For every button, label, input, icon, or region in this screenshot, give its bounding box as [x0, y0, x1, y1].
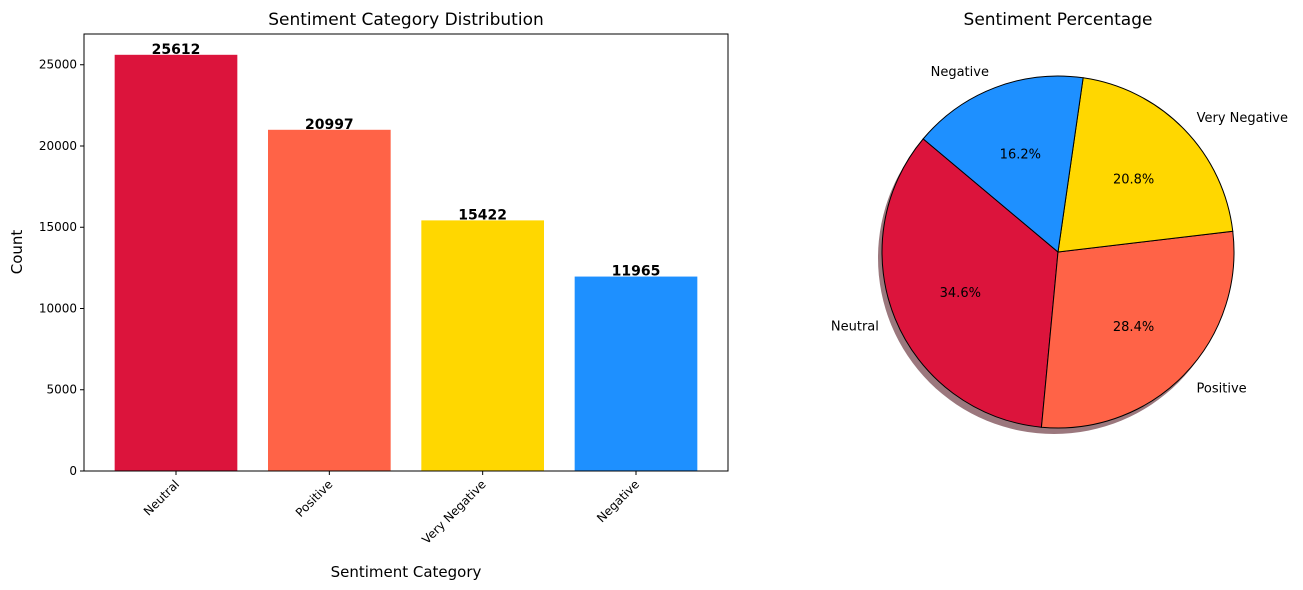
y-tick-label: 0 — [69, 464, 77, 478]
bar-neutral — [114, 54, 238, 472]
pie-label-negative: Negative — [931, 65, 989, 80]
bar-data-label: 15422 — [458, 207, 507, 223]
pie-chart: Sentiment Percentage Neutral 34.6% Positiv… — [831, 10, 1288, 434]
y-tick-label: 10000 — [39, 301, 77, 315]
pie-slices — [881, 75, 1235, 429]
x-axis-label: Sentiment Category — [331, 563, 482, 581]
pie-percent-neutral: 34.6% — [940, 286, 981, 301]
bar-data-label: 11965 — [612, 264, 661, 280]
pie-slice-very-negative — [1057, 77, 1234, 253]
bar-negative — [574, 276, 698, 471]
pie-label-positive: Positive — [1197, 381, 1247, 396]
pie-slice-negative — [922, 75, 1084, 253]
pie-slice-neutral — [881, 138, 1059, 428]
y-tick-label: 5000 — [46, 383, 77, 397]
pie-chart-title: Sentiment Percentage — [964, 10, 1153, 30]
y-tick-label: 20000 — [39, 139, 77, 153]
x-tick-label: Negative — [594, 477, 642, 525]
x-tick-label: Neutral — [141, 477, 182, 518]
pie-percent-positive: 28.4% — [1113, 320, 1154, 335]
pie-labels: Neutral 34.6% Positive 28.4% Very Negative 20… — [831, 65, 1288, 396]
bar-very-negative — [421, 220, 544, 471]
bar-chart: Sentiment Category Distribution 0 5000 100… — [8, 10, 729, 581]
bar-data-labels: 25612 20997 15422 11965 — [152, 42, 661, 280]
bar-marks — [114, 54, 698, 472]
x-tick-label: Positive — [293, 477, 336, 520]
pie-label-neutral: Neutral — [831, 319, 879, 334]
bar-positive — [268, 129, 391, 471]
bar-data-label: 20997 — [305, 117, 354, 133]
y-axis-label: Count — [8, 230, 26, 275]
y-axis-ticks: 0 5000 10000 15000 20000 25000 — [39, 58, 84, 478]
plot-frame — [83, 33, 729, 472]
pie-percent-negative: 16.2% — [1000, 147, 1041, 162]
y-tick-label: 15000 — [39, 220, 77, 234]
y-tick-label: 25000 — [39, 58, 77, 72]
x-tick-label: Very Negative — [419, 477, 489, 547]
pie-label-very-negative: Very Negative — [1197, 111, 1288, 126]
bar-chart-title: Sentiment Category Distribution — [268, 10, 544, 30]
x-axis-ticks: Neutral Positive Very Negative Negative — [141, 471, 642, 547]
pie-slice-positive — [1040, 230, 1235, 429]
pie-percent-very-negative: 20.8% — [1113, 172, 1154, 187]
bar-data-label: 25612 — [152, 42, 201, 58]
